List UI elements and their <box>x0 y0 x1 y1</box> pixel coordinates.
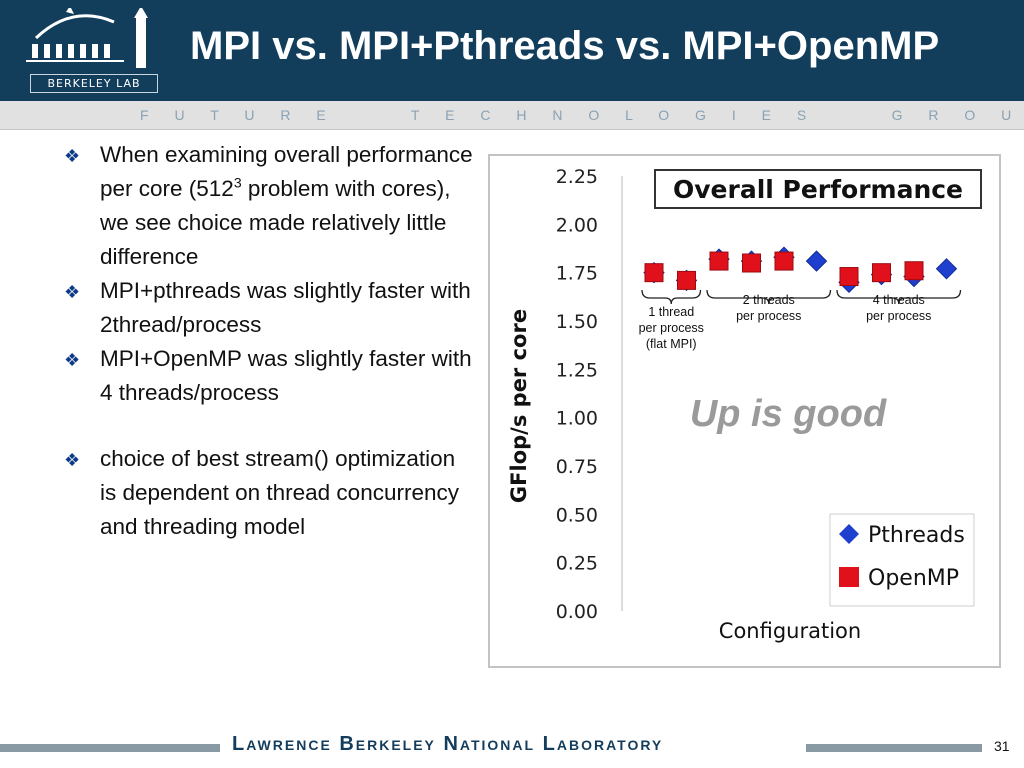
campanile-icon <box>26 6 148 68</box>
y-tick-label: 0.25 <box>556 553 598 575</box>
bullet-text: choice of best stream() optimization is … <box>100 446 459 539</box>
openmp-point <box>872 263 891 283</box>
openmp-point <box>677 270 696 290</box>
logo-text: BERKELEY LAB <box>30 74 158 93</box>
bullet-list: ❖ When examining overall performance per… <box>64 138 474 544</box>
page-title: MPI vs. MPI+Pthreads vs. MPI+OpenMP <box>190 24 940 68</box>
performance-chart: 0.00 0.25 0.50 0.75 1.00 1.25 1.50 1.75 2.00 2.25… <box>507 166 982 643</box>
group-label: (flat MPI) <box>646 337 697 351</box>
legend-label: Pthreads <box>868 523 965 548</box>
header-bar: BERKELEY LAB MPI vs. MPI+Pthreads vs. MP… <box>0 0 1024 101</box>
openmp-point <box>709 251 729 271</box>
group-label: 2 threads <box>743 293 795 307</box>
bullet-text: MPI+pthreads was slightly faster with 2t… <box>100 278 471 337</box>
chart-title-box <box>654 169 982 209</box>
y-tick-label: 0.00 <box>556 601 598 623</box>
y-tick-label: 0.75 <box>556 456 598 478</box>
chart-markers <box>643 246 958 294</box>
chart-frame: 0.00 0.25 0.50 0.75 1.00 1.25 1.50 1.75 2.00 2.25… <box>488 154 1001 668</box>
group-braces: 1 thread per process (flat MPI) 2 threads pe… <box>639 289 962 351</box>
y-tick-label: 1.75 <box>556 263 598 285</box>
pthreads-point <box>805 250 828 272</box>
bullet-item: ❖ MPI+OpenMP was slightly faster with 4 … <box>64 342 474 410</box>
bullet-item: ❖ MPI+pthreads was slightly faster with … <box>64 274 474 342</box>
group-banner: F U T U R E T E C H N O L O G I E S G R … <box>0 101 1024 130</box>
bullet-text: When examining overall performance per c… <box>100 142 473 201</box>
x-axis-label: Configuration <box>719 619 861 643</box>
openmp-point <box>904 261 924 281</box>
group-brace <box>706 289 832 305</box>
chart-legend: Pthreads OpenMP <box>829 513 975 607</box>
up-is-good-annotation: Up is good <box>690 393 887 435</box>
y-tick-label: 2.25 <box>556 166 598 188</box>
superscript: 3 <box>233 174 242 191</box>
legend-diamond-icon <box>839 524 859 544</box>
bullet-text: problem with cores), we see choice made … <box>100 176 451 269</box>
footer-lab-name: Lawrence Berkeley National Laboratory <box>232 733 664 755</box>
y-tick-label: 1.25 <box>556 359 598 381</box>
bullet-item: ❖ When examining overall performance per… <box>64 138 474 274</box>
group-label: per process <box>866 309 931 323</box>
y-axis-ticks: 0.00 0.25 0.50 0.75 1.00 1.25 1.50 1.75 2.00 2.25 <box>556 166 598 623</box>
legend-label: OpenMP <box>868 566 959 591</box>
openmp-point <box>644 263 664 283</box>
bullet-text: MPI+OpenMP was slightly faster with 4 th… <box>100 346 472 405</box>
openmp-point <box>774 251 794 271</box>
y-tick-label: 2.00 <box>556 214 598 236</box>
group-brace <box>836 289 962 305</box>
y-tick-label: 1.00 <box>556 408 598 430</box>
page-number: 31 <box>994 738 1010 754</box>
openmp-point <box>742 253 761 273</box>
diamond-bullet-icon: ❖ <box>64 146 81 166</box>
y-tick-label: 1.50 <box>556 311 598 333</box>
footer-rule-right <box>806 744 982 752</box>
chart-title: Overall Performance <box>673 175 963 204</box>
group-label: per process <box>736 309 801 323</box>
diamond-bullet-icon: ❖ <box>64 350 81 370</box>
diamond-bullet-icon: ❖ <box>64 450 81 470</box>
group-label: 1 thread <box>648 305 694 319</box>
footer-rule-left <box>0 744 220 752</box>
bullet-item: ❖ choice of best stream() optimization i… <box>64 442 474 544</box>
openmp-point <box>839 267 859 287</box>
berkeley-lab-logo: BERKELEY LAB <box>22 6 162 96</box>
y-axis-label: GFlop/s per core <box>507 309 531 503</box>
group-brace <box>641 289 702 305</box>
pthreads-point <box>935 258 958 280</box>
group-label: 4 threads <box>873 293 925 307</box>
group-label: per process <box>639 321 704 335</box>
diamond-bullet-icon: ❖ <box>64 282 81 302</box>
y-tick-label: 0.50 <box>556 504 598 526</box>
legend-square-icon <box>839 567 859 587</box>
group-banner-text: F U T U R E T E C H N O L O G I E S G R … <box>140 107 1024 123</box>
